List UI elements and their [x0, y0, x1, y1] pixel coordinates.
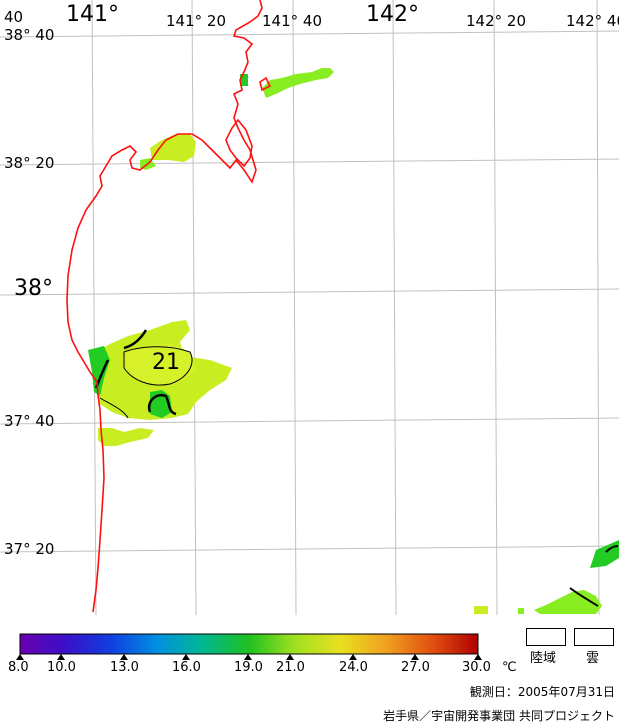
cloud-legend-label: 雲 [586, 651, 600, 666]
sst-patch-south [98, 428, 154, 446]
colorbar-tick-label: 16.0 [172, 660, 201, 675]
colorbar-tick-mark [349, 654, 357, 660]
sst-patch-east-dot [474, 606, 488, 614]
colorbar-tick-label: 24.0 [339, 660, 368, 675]
sst-patch-main-warm [124, 344, 196, 386]
sst-patch-north-green [240, 74, 248, 86]
colorbar-tick-label: 13.0 [110, 660, 139, 675]
lon-label-142-40: 142° 40 [566, 12, 619, 30]
colorbar-gradient [19, 633, 479, 655]
isotherm-value-label: 21 [152, 350, 180, 375]
isotherm-thin [99, 397, 129, 419]
isotherms [94, 329, 619, 607]
isotherm-bold-1 [123, 329, 148, 350]
isotherm-bold-2 [147, 393, 177, 416]
sst-patch-southeast [534, 590, 602, 614]
colorbar-tick-mark [57, 654, 65, 660]
colorbar-tick-label: 8.0 [8, 660, 29, 675]
colorbar-tick-mark [411, 654, 419, 660]
coastline-peninsula [225, 118, 253, 168]
lon-label-142-00: 142° [366, 2, 419, 27]
sst-patches [88, 68, 619, 614]
land-legend-swatch [526, 628, 566, 646]
grid-lon-142-00 [392, 0, 397, 616]
coastline-island [259, 76, 272, 92]
observation-date: 観測日：2005年07月31日 [469, 685, 615, 699]
sst-patch-main-green [88, 346, 110, 396]
colorbar-tick-mark [16, 654, 24, 660]
lat-label-38-40: 38° 40 [4, 26, 55, 44]
graticule [0, 0, 619, 616]
grid-lon-141-20 [191, 0, 197, 616]
grid-lat-38-40 [0, 30, 619, 38]
cloud-legend-swatch [574, 628, 614, 646]
colorbar-unit: ℃ [502, 660, 517, 675]
grid-lat-38-20 [0, 158, 619, 166]
colorbar [16, 633, 482, 660]
colorbar-tick-label: 27.0 [401, 660, 430, 675]
coastline [66, 0, 272, 613]
lat-label-37-20: 37° 20 [4, 540, 55, 558]
grid-lon-142-40 [596, 0, 600, 616]
colorbar-tick-mark [182, 654, 190, 660]
isotherm-east [569, 587, 599, 607]
grid-lon-141-00 [91, 0, 97, 616]
grid-lon-141-40 [292, 0, 297, 616]
isotherm-21 [123, 346, 193, 386]
lat-label-38-20: 38° 20 [4, 154, 55, 172]
lon-label-142-20: 142° 20 [466, 12, 526, 30]
lon-label-141-00: 141° [66, 2, 119, 27]
land-legend-label: 陸域 [530, 651, 557, 666]
lat-label-37-40: 37° 40 [4, 412, 55, 430]
lon-label-141-40: 141° 40 [262, 12, 322, 30]
project-credit: 岩手県／宇宙開発事業団 共同プロジェクト [383, 709, 615, 723]
sst-patch-bay [150, 134, 196, 162]
coastline-west [66, 0, 263, 613]
colorbar-tick-label: 21.0 [276, 660, 305, 675]
grid-lat-37-20 [0, 545, 619, 553]
grid-lat-38-00 [0, 288, 619, 296]
colorbar-tick-label: 10.0 [47, 660, 76, 675]
lat-label-38-00: 38° [14, 276, 53, 301]
colorbar-tick-mark [474, 654, 482, 660]
grid-lat-37-40 [0, 417, 619, 425]
colorbar-tick-label: 19.0 [234, 660, 263, 675]
colorbar-tick-mark [286, 654, 294, 660]
corner-label: 40 [4, 8, 24, 26]
isotherm-east-2 [605, 545, 619, 553]
sst-patch-north [262, 68, 334, 98]
lon-label-141-20: 141° 20 [166, 12, 226, 30]
colorbar-tick-marks [16, 654, 482, 660]
sst-patch-east-dot-2 [518, 608, 524, 614]
colorbar-tick-mark [120, 654, 128, 660]
colorbar-tick-mark [244, 654, 252, 660]
sst-patch-east-edge [590, 540, 619, 568]
grid-lon-142-20 [493, 0, 498, 616]
colorbar-tick-label: 30.0 [462, 660, 491, 675]
